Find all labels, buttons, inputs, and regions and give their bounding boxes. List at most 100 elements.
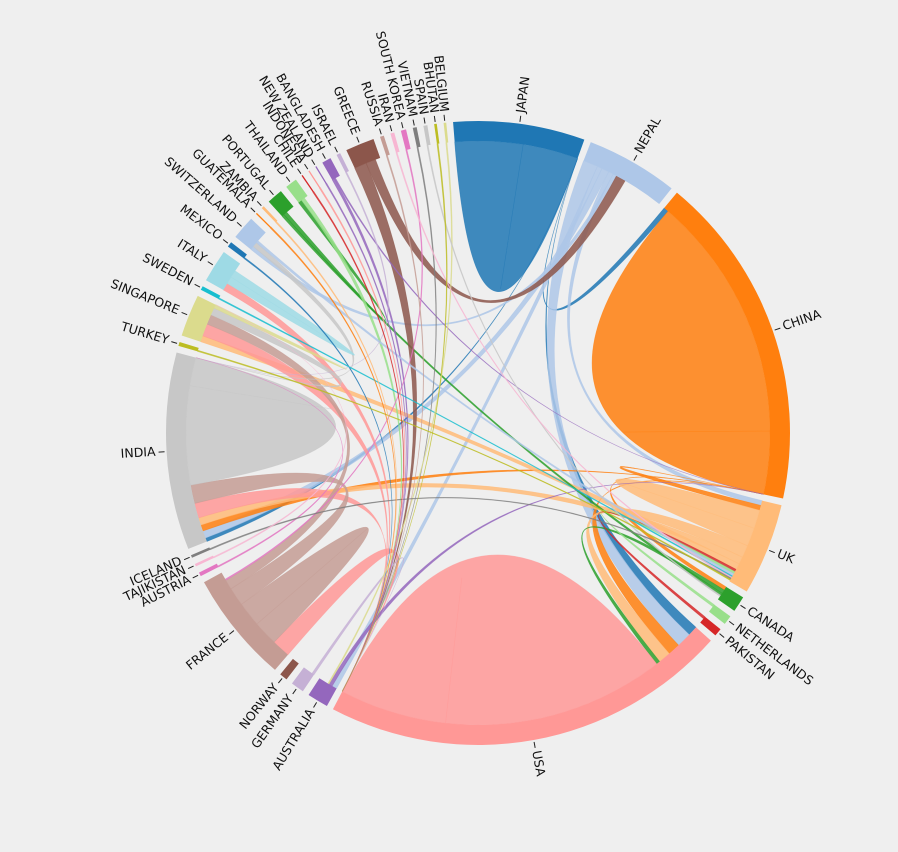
tick-indonesia (304, 163, 309, 170)
tick-iceland (183, 556, 190, 561)
tick-netherlands (728, 620, 735, 626)
arc-south-korea[interactable] (400, 129, 411, 151)
tick-south-korea (401, 122, 404, 129)
tick-russia (378, 128, 382, 135)
arc-greece[interactable] (346, 139, 381, 169)
arc-singapore[interactable] (181, 295, 216, 342)
label-china: CHINA (780, 306, 823, 333)
ribbon-usa-usa (341, 554, 658, 726)
arc-thailand[interactable] (286, 179, 308, 203)
ribbon-nepal-uk (567, 171, 763, 506)
arc-sweden[interactable] (200, 286, 221, 299)
arc-france[interactable] (203, 572, 288, 670)
ribbon-austria-india (195, 357, 343, 568)
tick-pakistan (719, 633, 725, 638)
label-india: INDIA (120, 444, 156, 461)
tick-new-zealand (311, 159, 316, 166)
tick-nepal (633, 154, 638, 161)
arc-bhutan[interactable] (434, 123, 440, 144)
ribbon-usa-india (194, 488, 387, 692)
tick-mexico (222, 239, 229, 244)
tick-bhutan (433, 115, 436, 123)
tick-chile (297, 168, 302, 174)
arc-indonesia[interactable] (308, 170, 321, 188)
arc-australia[interactable] (308, 678, 337, 706)
arc-iran[interactable] (390, 132, 400, 153)
label-spain: SPAIN (411, 77, 432, 115)
arc-spain[interactable] (423, 125, 431, 146)
arc-russia[interactable] (379, 135, 390, 156)
tick-portugal (269, 189, 274, 196)
ribbon-italy-italy (226, 270, 355, 356)
label-nepal: NEPAL (631, 114, 664, 156)
arc-new-zealand[interactable] (315, 166, 327, 184)
arc-tajikistan[interactable] (194, 555, 215, 567)
ribbon-china-china (591, 210, 771, 495)
arc-chile[interactable] (301, 174, 314, 193)
arc-turkey[interactable] (178, 342, 199, 352)
arc-italy[interactable] (205, 252, 241, 291)
tick-vietnam (412, 119, 415, 126)
tick-italy (207, 261, 214, 266)
tick-sweden (194, 283, 201, 288)
tick-japan (519, 115, 522, 122)
ribbons (185, 140, 771, 726)
ribbon-bhutan-usa (341, 143, 448, 692)
tick-israel (334, 146, 338, 153)
tick-canada (740, 604, 746, 609)
arc-vietnam[interactable] (412, 127, 421, 148)
tick-thailand (285, 176, 291, 182)
tick-switzerland (236, 222, 242, 227)
ribbon-netherlands-uk (600, 509, 736, 608)
tick-australia (313, 702, 318, 708)
label-singapore: SINGAPORE (109, 276, 183, 318)
arc-zambia[interactable] (261, 206, 278, 223)
arc-canada[interactable] (717, 586, 744, 611)
tick-zambia (256, 201, 262, 207)
arc-portugal[interactable] (268, 191, 294, 217)
arc-iceland[interactable] (190, 547, 211, 558)
ribbon-new-zealand-usa (325, 182, 407, 692)
arc-pakistan[interactable] (700, 616, 721, 636)
arc-netherlands[interactable] (708, 604, 731, 624)
arc-japan[interactable] (453, 121, 585, 159)
arc-uk[interactable] (729, 500, 782, 592)
arc-china[interactable] (664, 192, 790, 499)
ribbon-tajikistan-singapore (213, 304, 347, 559)
ribbon-usa-italy (222, 283, 391, 692)
arc-mexico[interactable] (227, 242, 247, 259)
label-uk: UK (775, 546, 797, 567)
arc-norway[interactable] (280, 658, 299, 680)
arc-israel[interactable] (336, 153, 349, 173)
arc-switzerland[interactable] (235, 218, 266, 250)
tick-france (228, 630, 235, 635)
tick-germany (292, 688, 297, 695)
tick-belgium (443, 114, 446, 121)
tick-greece (356, 136, 360, 143)
label-turkey: TURKEY (118, 318, 171, 347)
ribbon-india-india (185, 357, 336, 486)
label-usa: USA (529, 749, 548, 778)
ribbon-australia-china (328, 482, 764, 687)
arc-usa[interactable] (332, 627, 711, 745)
arc-guatemala[interactable] (255, 212, 272, 228)
arc-nepal[interactable] (583, 142, 672, 205)
ribbon-germany-usa (311, 557, 404, 692)
arc-austria[interactable] (198, 563, 219, 577)
tick-china (774, 327, 781, 331)
tick-austria (192, 574, 199, 579)
arc-india[interactable] (166, 352, 207, 549)
tick-turkey (171, 341, 178, 344)
arc-belgium[interactable] (443, 122, 449, 143)
label-france: FRANCE (183, 630, 231, 673)
label-bhutan: BHUTAN (420, 61, 442, 114)
arc-bangladesh[interactable] (322, 158, 340, 180)
tick-uk (769, 549, 775, 554)
tick-tajikistan (187, 565, 194, 570)
label-japan: JAPAN (513, 75, 533, 114)
ribbon-nepal-switzerland (250, 173, 617, 327)
arc-germany[interactable] (291, 667, 315, 692)
ribbon-portugal-thailand (283, 199, 386, 321)
